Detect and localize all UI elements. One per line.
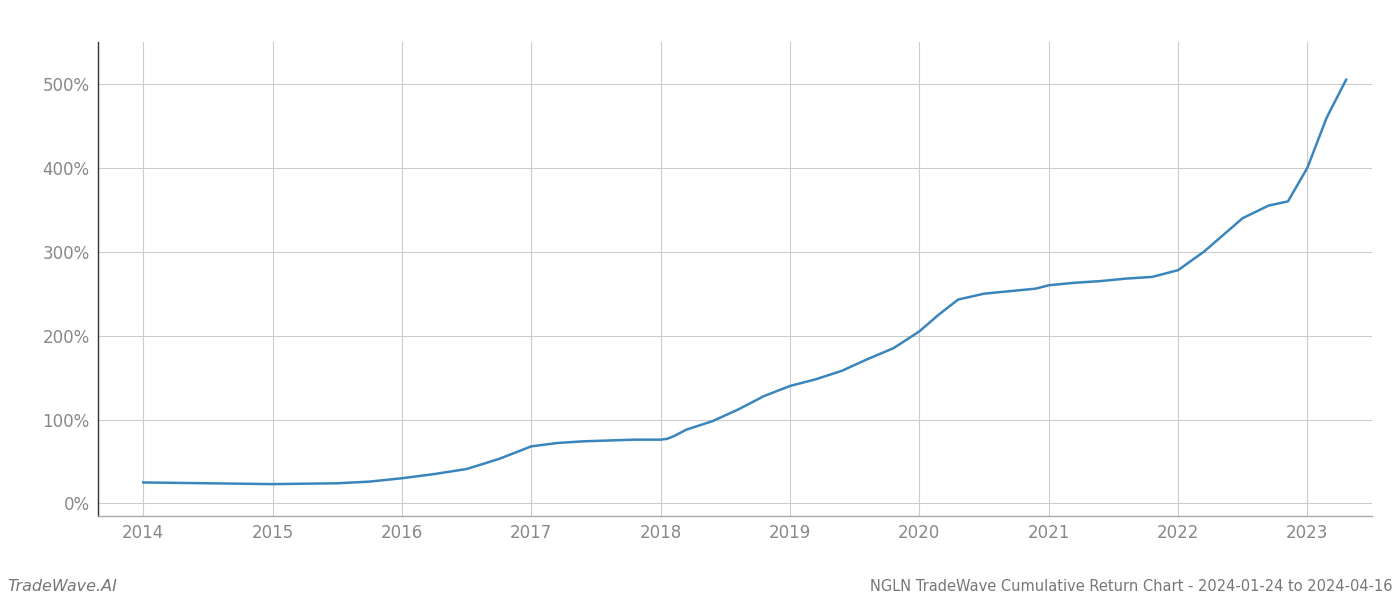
Text: TradeWave.AI: TradeWave.AI — [7, 579, 116, 594]
Text: NGLN TradeWave Cumulative Return Chart - 2024-01-24 to 2024-04-16: NGLN TradeWave Cumulative Return Chart -… — [871, 579, 1393, 594]
